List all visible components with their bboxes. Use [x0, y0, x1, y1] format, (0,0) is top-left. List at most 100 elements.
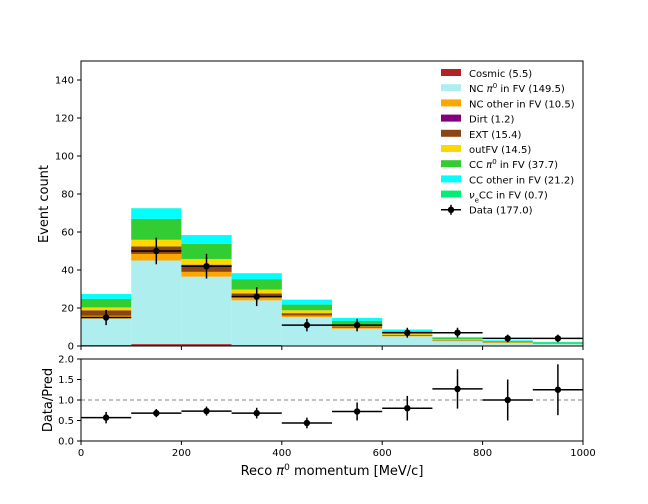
- bar-series-7-bin-3: [231, 273, 282, 280]
- bar-series-5-bin-8: [482, 342, 533, 343]
- ratio-panel: 0.0 0.5 1.0 1.5 2.0 0 200 400 600 800 1000 Data/P…: [41, 355, 596, 480]
- main-plot-frame: [80, 60, 584, 347]
- x-tick-label-4: 800: [473, 448, 492, 459]
- ratio-y-tick-label-4: 2.0: [58, 355, 74, 366]
- bar-series-1-bin-3: [231, 300, 282, 346]
- ratio-point-5: [353, 408, 361, 415]
- data-point-6: [404, 329, 411, 336]
- bar-series-1-bin-1: [131, 260, 182, 345]
- main-y-ticks: 0 20 40 60 80 100 120 140: [55, 76, 81, 353]
- main-x-ticks: [80, 346, 584, 350]
- ratio-point-6: [404, 405, 411, 412]
- ratio-y-axis-label: Data/Pred: [41, 368, 56, 432]
- ratio-point-9: [554, 386, 562, 393]
- x-tick-label-5: 1000: [570, 448, 595, 459]
- x-tick-label-2: 400: [272, 448, 291, 459]
- bar-series-6-bin-3: [231, 279, 282, 290]
- bar-series-4-bin-7: [432, 340, 483, 341]
- ratio-point-1: [153, 409, 160, 417]
- data-point-1: [153, 247, 160, 255]
- bar-series-1-bin-7: [432, 341, 483, 346]
- main-y-axis-label: Event count: [37, 165, 52, 243]
- bar-series-7-bin-2: [181, 235, 232, 244]
- legend-label-1: NC π0 in FV (149.5): [469, 82, 565, 95]
- legend-swatch-3: [441, 114, 461, 122]
- data-point-4: [303, 321, 311, 329]
- main-y-tick-label-5: 100: [55, 152, 74, 163]
- data-point-0: [102, 314, 110, 321]
- ratio-y-tick-label-1: 0.5: [58, 416, 74, 427]
- legend-data-marker: [447, 206, 455, 213]
- legend: Cosmic (5.5) NC π0 in FV (149.5) NC other …: [441, 69, 575, 216]
- data-point-2: [203, 263, 210, 270]
- bar-series-6-bin-2: [181, 243, 232, 259]
- bar-series-5-bin-0: [81, 307, 132, 311]
- ratio-y-tick-label-0: 0.0: [58, 437, 74, 448]
- main-panel: 0 20 40 60 80 100 120 140 Event count Cosmic (5…: [37, 60, 584, 353]
- data-point-8: [504, 335, 511, 342]
- bar-series-5-bin-7: [432, 339, 483, 341]
- data-point-9: [554, 335, 562, 342]
- legend-swatch-4: [441, 129, 461, 137]
- ratio-point-2: [203, 407, 210, 415]
- stacked-bars: [81, 208, 583, 346]
- bar-series-6-bin-4: [281, 304, 332, 311]
- bar-series-2-bin-4: [281, 315, 332, 318]
- bar-series-6-bin-9: [532, 342, 583, 344]
- bar-series-1-bin-2: [181, 276, 232, 345]
- legend-label-data: Data (177.0): [469, 205, 533, 216]
- legend-label-3: Dirt (1.2): [469, 115, 514, 126]
- bar-series-1-bin-6: [382, 336, 433, 346]
- legend-swatch-2: [441, 99, 461, 107]
- bar-series-7-bin-4: [281, 299, 332, 305]
- main-y-tick-label-6: 120: [55, 114, 74, 125]
- ratio-point-0: [102, 414, 110, 421]
- legend-label-6: CC π0 in FV (37.7): [469, 158, 558, 171]
- main-y-tick-label-0: 0: [68, 342, 74, 353]
- bar-series-5-bin-4: [281, 310, 332, 314]
- legend-label-4: EXT (15.4): [469, 130, 521, 141]
- bar-series-1-bin-9: [532, 344, 583, 346]
- main-y-tick-label-4: 80: [61, 190, 74, 201]
- main-y-tick-label-1: 20: [61, 304, 74, 315]
- ratio-point-8: [504, 396, 511, 404]
- legend-swatch-0: [441, 69, 461, 76]
- ratio-x-ticks: 0 200 400 600 800 1000: [78, 441, 596, 459]
- legend-label-7: CC other in FV (21.2): [469, 175, 574, 186]
- bar-series-7-bin-1: [131, 208, 182, 219]
- bar-series-0-bin-2: [181, 344, 232, 346]
- legend-swatch-6: [441, 160, 461, 168]
- bar-series-4-bin-4: [281, 313, 332, 316]
- legend-label-2: NC other in FV (10.5): [469, 99, 575, 110]
- legend-label-0: Cosmic (5.5): [469, 69, 532, 80]
- legend-swatch-1: [441, 84, 461, 92]
- ratio-y-ticks: 0.0 0.5 1.0 1.5 2.0: [58, 355, 81, 448]
- legend-label-5: outFV (14.5): [469, 145, 531, 156]
- data-point-3: [253, 293, 260, 300]
- ratio-y-tick-label-3: 1.5: [58, 375, 74, 386]
- legend-swatch-5: [441, 145, 461, 152]
- ratio-y-tick-label-2: 1.0: [58, 396, 74, 407]
- data-point-7: [454, 329, 461, 336]
- data-point-5: [353, 321, 361, 329]
- ratio-point-4: [303, 419, 311, 427]
- x-tick-label-1: 200: [172, 448, 191, 459]
- ratio-point-7: [454, 385, 461, 393]
- main-y-tick-label-3: 60: [61, 228, 74, 239]
- x-tick-label-0: 0: [78, 448, 84, 459]
- legend-swatch-8: [441, 190, 461, 198]
- main-y-tick-label-2: 40: [61, 266, 74, 277]
- bar-series-1-bin-8: [482, 343, 533, 346]
- ratio-point-3: [253, 409, 260, 417]
- legend-label-8: νeCC in FV (0.7): [469, 191, 548, 205]
- main-y-tick-label-7: 140: [55, 76, 74, 87]
- x-axis-label: Reco π0 momentum [MeV/c]: [241, 463, 424, 479]
- bar-series-1-bin-5: [332, 328, 383, 346]
- x-tick-label-3: 600: [373, 448, 392, 459]
- legend-swatch-7: [441, 175, 461, 183]
- bar-series-6-bin-7: [432, 337, 483, 340]
- data-points: [81, 237, 583, 343]
- bar-series-6-bin-1: [131, 218, 182, 240]
- bar-series-6-bin-0: [81, 298, 132, 308]
